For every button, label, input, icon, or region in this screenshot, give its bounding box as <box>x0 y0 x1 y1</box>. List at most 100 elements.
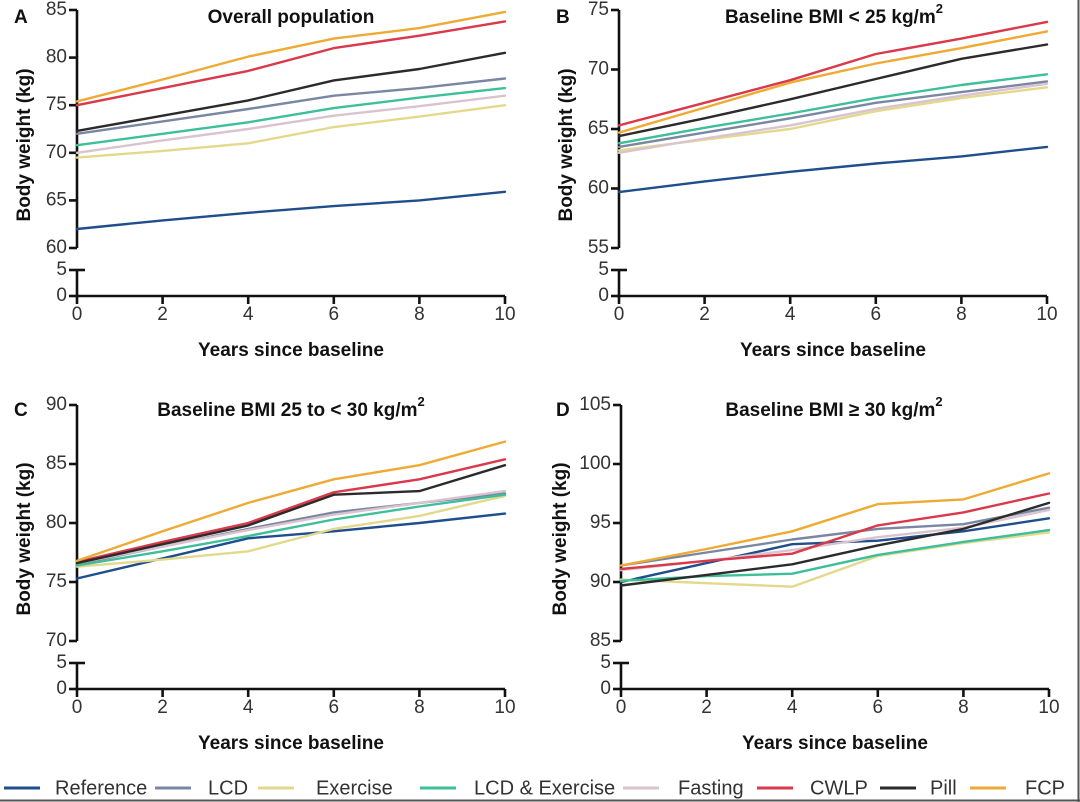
panel-letter: D <box>556 400 570 421</box>
legend-label: Exercise <box>316 777 393 799</box>
panel-letter: B <box>556 7 570 28</box>
legend-item: Fasting <box>623 777 744 799</box>
x-tick-label: 4 <box>785 304 796 325</box>
x-tick-label: 8 <box>958 697 969 718</box>
legend-item: LCD <box>155 777 248 799</box>
x-tick-label: 8 <box>956 304 967 325</box>
x-axis-title: Years since baseline <box>198 733 384 754</box>
x-tick-label: 0 <box>614 304 625 325</box>
series-line-exercise <box>619 531 1051 588</box>
series-line-lcd <box>619 506 1051 567</box>
y-tick-label: 80 <box>46 47 67 68</box>
y-axis-title: Body weight (kg) <box>550 462 571 615</box>
y-break-tick-label: 5 <box>600 652 611 673</box>
y-tick-label: 105 <box>579 394 611 415</box>
legend-label: Reference <box>55 777 147 799</box>
series-line-lcd-exercise <box>617 73 1049 145</box>
series-line-fasting <box>75 489 507 565</box>
y-break-tick-label: 0 <box>56 285 67 306</box>
y-break-tick-label: 0 <box>600 678 611 699</box>
y-tick-label: 100 <box>579 453 611 474</box>
legend-label: CWLP <box>810 777 868 799</box>
x-tick-label: 2 <box>699 304 710 325</box>
y-tick-label: 85 <box>46 0 67 20</box>
x-tick-label: 4 <box>787 697 798 718</box>
x-tick-label: 10 <box>494 697 515 718</box>
panel-title: Baseline BMI ≥ 30 kg/m2 <box>725 394 942 421</box>
y-axis-title: Body weight (kg) <box>556 68 577 221</box>
panel-title-text: Baseline BMI ≥ 30 kg/m <box>725 400 935 421</box>
panel-a: A Overall population 60 65 70 75 80 85 0 5 0 2 4 6 8 10… <box>14 0 516 361</box>
panel-title-superscript: 2 <box>936 1 943 16</box>
panel-c: C Baseline BMI 25 to < 30 kg/m27075808590… <box>14 394 516 754</box>
legend-item: Reference <box>4 777 147 799</box>
y-axis-title: Body weight (kg) <box>14 68 35 221</box>
x-tick-label: 4 <box>243 304 254 325</box>
y-tick-label: 75 <box>588 0 609 20</box>
series-group <box>75 440 507 580</box>
x-tick-label: 6 <box>329 697 340 718</box>
series-line-fasting <box>617 82 1049 155</box>
x-axis-title: Years since baseline <box>742 733 928 754</box>
y-tick-label: 80 <box>46 512 67 533</box>
panel-title-text: Overall population <box>208 7 375 28</box>
legend-label: Pill <box>930 777 957 799</box>
x-tick-label: 8 <box>414 304 425 325</box>
y-tick-label: 90 <box>590 571 611 592</box>
panel-title-superscript: 2 <box>935 394 942 409</box>
y-tick-label: 65 <box>46 189 67 210</box>
x-tick-label: 10 <box>494 304 515 325</box>
series-line-cwlp <box>617 20 1049 127</box>
x-tick-label: 2 <box>157 697 168 718</box>
panel-letter: C <box>14 400 28 421</box>
y-break-tick-label: 5 <box>56 652 67 673</box>
y-break-tick-label: 0 <box>598 285 609 306</box>
panel-title-superscript: 2 <box>418 394 425 409</box>
x-tick-label: 2 <box>157 304 168 325</box>
series-line-fcp <box>75 10 507 103</box>
series-line-pill <box>617 43 1049 138</box>
y-tick-label: 95 <box>590 512 611 533</box>
panel-title: Baseline BMI 25 to < 30 kg/m2 <box>157 394 425 421</box>
legend-item: Exercise <box>258 777 393 799</box>
y-tick-label: 70 <box>46 630 67 651</box>
y-axis-title: Body weight (kg) <box>14 462 35 615</box>
legend-item: LCD & Exercise <box>420 777 615 799</box>
series-line-lcd-exercise <box>75 493 507 567</box>
y-tick-label: 70 <box>46 142 67 163</box>
y-tick-label: 55 <box>588 237 609 258</box>
y-tick-label: 75 <box>46 571 67 592</box>
legend-label: Fasting <box>678 777 744 799</box>
y-break-tick-label: 5 <box>56 259 67 280</box>
series-group <box>619 472 1051 588</box>
series-line-fcp <box>617 30 1049 134</box>
x-tick-label: 0 <box>616 697 627 718</box>
series-line-cwlp <box>619 492 1051 571</box>
x-tick-label: 4 <box>243 697 254 718</box>
series-line-lcd <box>617 80 1049 149</box>
series-group <box>75 10 507 231</box>
y-tick-label: 60 <box>588 178 609 199</box>
series-line-pill <box>75 51 507 133</box>
legend-item: FCP <box>970 777 1065 799</box>
series-line-pill <box>75 464 507 565</box>
y-tick-label: 60 <box>46 237 67 258</box>
x-tick-label: 10 <box>1036 304 1057 325</box>
x-tick-label: 10 <box>1038 697 1059 718</box>
x-axis-title: Years since baseline <box>198 340 384 361</box>
x-tick-label: 6 <box>329 304 340 325</box>
series-line-lcd <box>75 77 507 136</box>
series-line-reference <box>617 145 1049 194</box>
y-tick-label: 90 <box>46 394 67 415</box>
panel-title-text: Baseline BMI 25 to < 30 kg/m <box>157 400 417 421</box>
series-line-exercise <box>75 103 507 159</box>
x-tick-label: 6 <box>873 697 884 718</box>
x-tick-label: 8 <box>414 697 425 718</box>
legend-label: FCP <box>1025 777 1065 799</box>
series-line-fasting <box>75 94 507 155</box>
x-tick-label: 0 <box>72 697 83 718</box>
panel-letter: A <box>14 7 28 28</box>
